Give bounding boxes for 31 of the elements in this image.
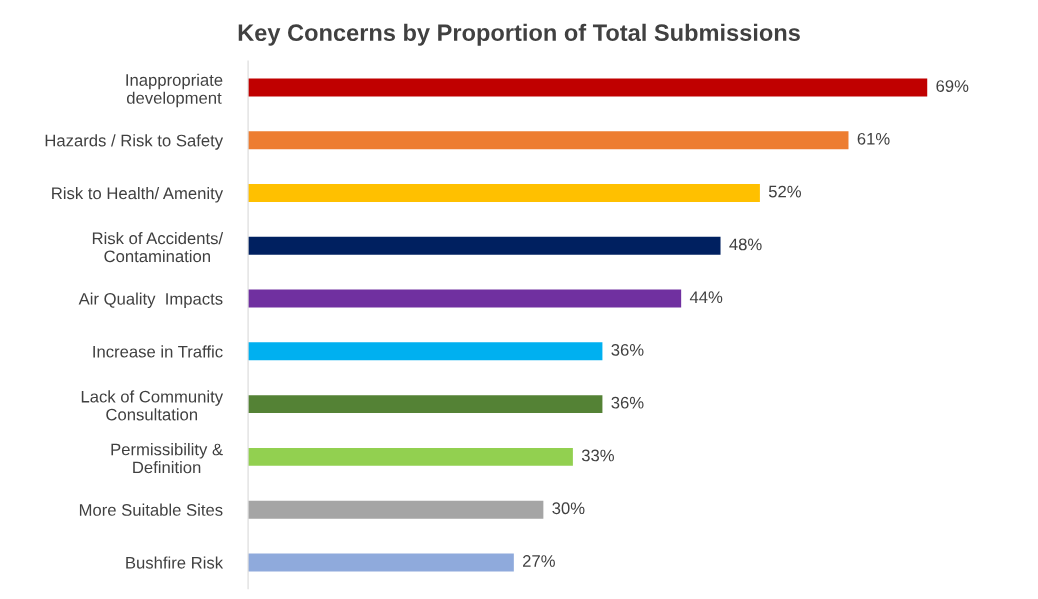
bar	[248, 184, 760, 202]
y-tick-label: Permissibility & Definition	[111, 443, 223, 474]
y-tick-label: Air Quality Impacts	[78, 292, 223, 309]
bar	[248, 395, 603, 414]
data-label: 33%	[581, 449, 614, 462]
y-tick-label: Risk of Accidents/ Contamination	[92, 231, 224, 263]
chart-title: Key Concerns by Proportion of Total Submissions	[238, 23, 800, 46]
data-label: 61%	[857, 132, 890, 145]
y-tick-label: Risk to Health/ Amenity	[52, 186, 224, 203]
data-label: 36%	[611, 344, 644, 356]
bar	[248, 500, 544, 519]
data-label: 69%	[936, 80, 969, 92]
y-tick-label: Lack of Community Consultation	[81, 390, 224, 421]
y-tick-label: More Suitable Sites	[79, 503, 223, 516]
data-label: 48%	[729, 238, 762, 251]
y-tick-label: Increase in Traffic	[93, 345, 223, 358]
y-tick-label: Hazards / Risk to Safety	[45, 134, 224, 150]
bar	[248, 131, 849, 150]
bar	[248, 447, 573, 466]
bar	[248, 289, 682, 308]
bar	[248, 78, 928, 97]
bar	[248, 553, 514, 572]
data-label: 44%	[689, 291, 723, 303]
y-tick-label: Bushfire Risk	[126, 556, 224, 569]
data-label: 27%	[523, 555, 555, 567]
data-label: 36%	[611, 396, 644, 409]
data-label: 52%	[768, 185, 801, 198]
bar	[248, 236, 721, 255]
y-tick-label: Inappropriate development	[126, 73, 223, 108]
bar	[248, 342, 603, 361]
data-label: 30%	[552, 502, 585, 515]
